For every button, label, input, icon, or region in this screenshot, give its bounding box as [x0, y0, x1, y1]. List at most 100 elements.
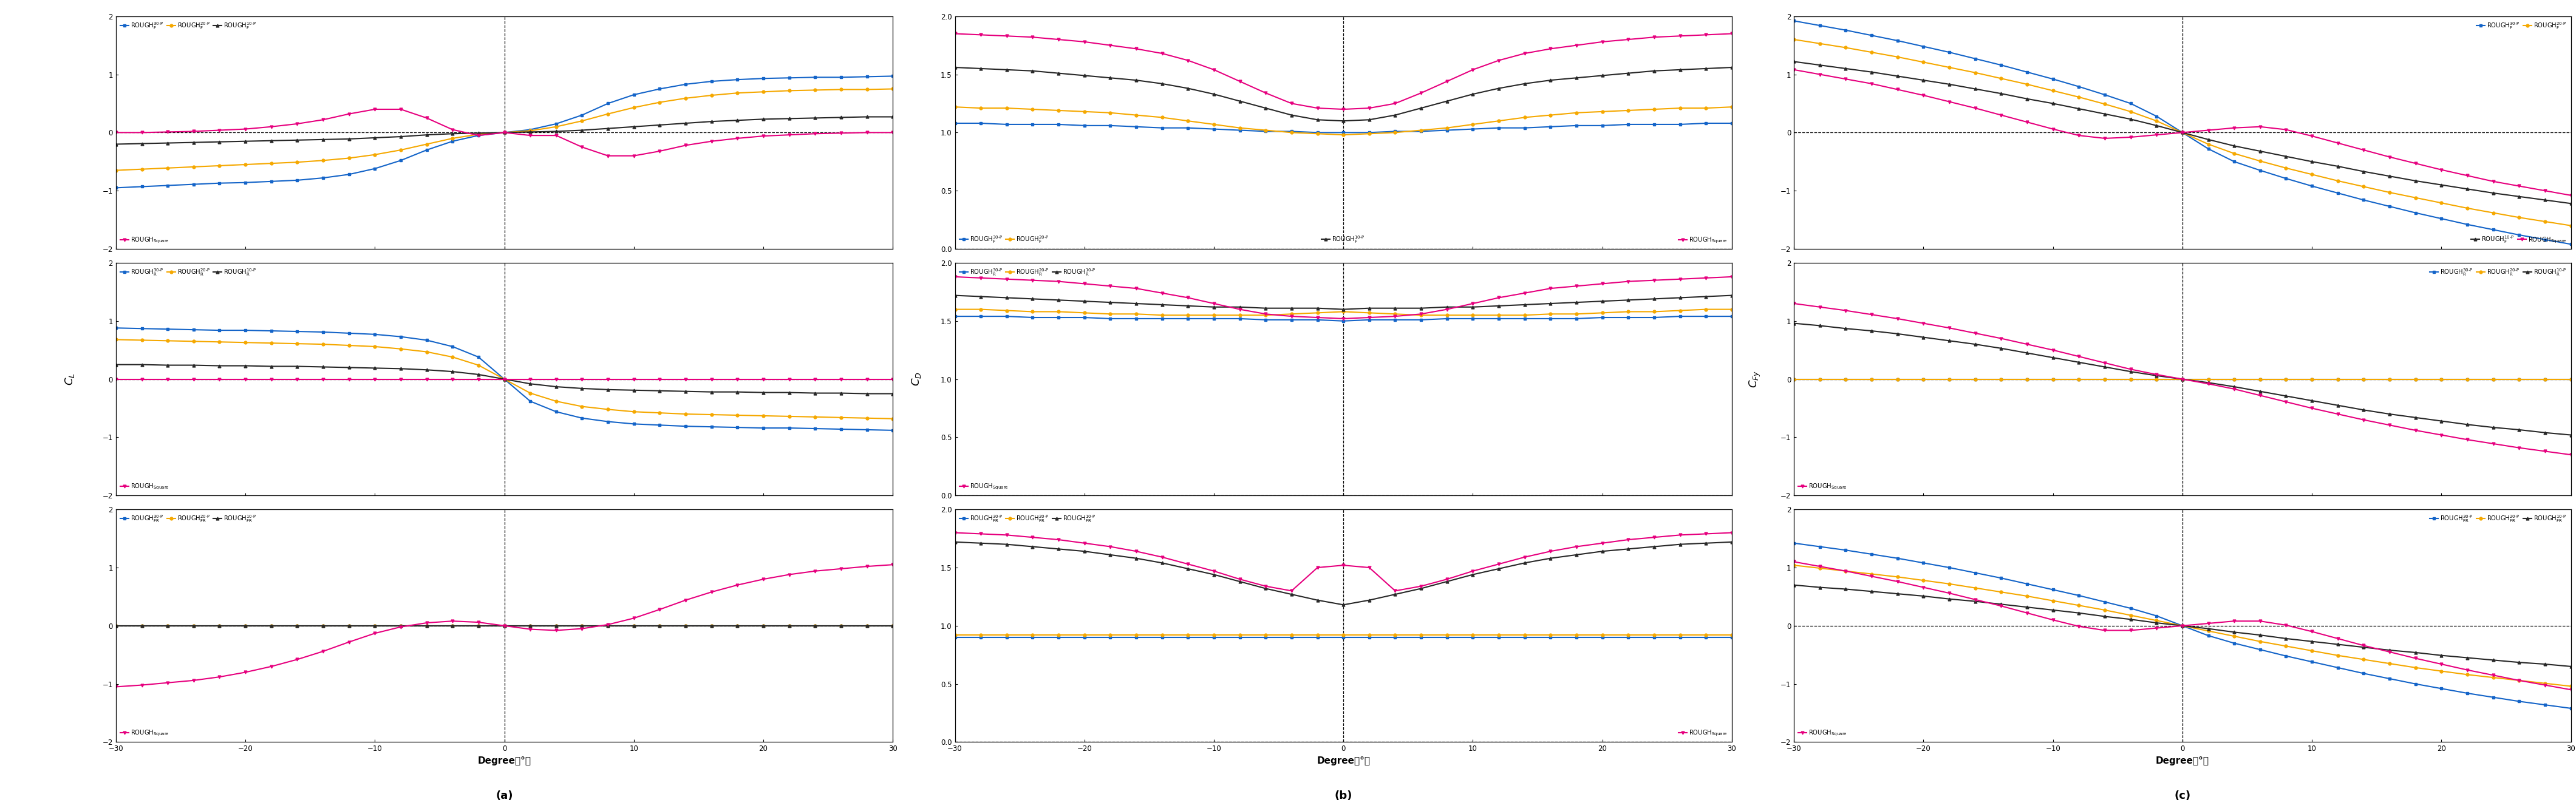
ROUGH$_{\rm F}^{\rm 20\text{-}P}$ [1587, 107, 1618, 117]
ROUGH$_{\rm Square}$ [773, 130, 804, 139]
ROUGH$_{\rm R}^{\rm 10\text{-}P}$ [1587, 296, 1618, 306]
ROUGH$_{\rm FR}^{\rm 20\text{-}P}$ [2089, 605, 2120, 615]
ROUGH$_{\rm F}^{\rm 10\text{-}P}$ [2141, 121, 2172, 131]
ROUGH$_{\rm R}^{\rm 10\text{-}P}$ [2295, 396, 2326, 406]
ROUGH$_{\rm R}^{\rm 10\text{-}P}$ [1857, 326, 1888, 336]
ROUGH$_{\rm Square}$ [1777, 557, 1808, 567]
ROUGH$_{\rm Square}$ [1275, 586, 1306, 596]
ROUGH$_{\rm F}^{\rm 30\text{-}P}$ [307, 173, 337, 182]
ROUGH$_{\rm R}^{\rm 30\text{-}P}$ [1172, 314, 1203, 324]
ROUGH$_{\rm R}^{\rm 30\text{-}P}$ [940, 311, 971, 321]
Line: ROUGH$_{\rm Square}$: ROUGH$_{\rm Square}$ [1793, 68, 2573, 197]
ROUGH$_{\rm F}^{\rm 20\text{-}P}$ [1146, 113, 1177, 122]
ROUGH$_{\rm FR}^{\rm 10\text{-}P}$ [567, 621, 598, 631]
ROUGH$_{\rm Square}$ [126, 374, 157, 384]
ROUGH$_{\rm Square}$ [1803, 561, 1834, 571]
ROUGH$_{\rm R}^{\rm 30\text{-}P}$ [332, 328, 363, 338]
ROUGH$_{\rm R}^{\rm 30\text{-}P}$ [1561, 314, 1592, 324]
ROUGH$_{\rm F}^{\rm 10\text{-}P}$ [307, 135, 337, 144]
ROUGH$_{\rm Square}$ [541, 374, 572, 384]
ROUGH$_{\rm Square}$ [1613, 35, 1643, 45]
ROUGH$_{\rm FR}^{\rm 20\text{-}P}$ [255, 621, 286, 631]
ROUGH$_{\rm F}^{\rm 20\text{-}P}$ [1484, 116, 1515, 126]
ROUGH$_{\rm FR}^{\rm 30\text{-}P}$ [670, 621, 701, 631]
ROUGH$_{\rm F}^{\rm 30\text{-}P}$ [567, 110, 598, 120]
ROUGH$_{\rm R}^{\rm 10\text{-}P}$ [361, 363, 392, 373]
ROUGH$_{\rm R}^{\rm 10\text{-}P}$ [489, 374, 520, 384]
ROUGH$_{\rm F}^{\rm 30\text{-}P}$ [1329, 127, 1360, 137]
ROUGH$_{\rm FR}^{\rm 10\text{-}P}$ [2141, 618, 2172, 628]
ROUGH$_{\rm F}^{\rm 10\text{-}P}$ [1432, 97, 1463, 106]
ROUGH$_{\rm FR}^{\rm 20\text{-}P}$ [2478, 672, 2509, 682]
ROUGH$_{\rm R}^{\rm 30\text{-}P}$ [2478, 374, 2509, 384]
ROUGH$_{\rm Square}$ [2244, 616, 2275, 626]
ROUGH$_{\rm F}^{\rm 10\text{-}P}$ [824, 113, 855, 122]
ROUGH$_{\rm F}^{\rm 10\text{-}P}$ [1935, 79, 1965, 89]
ROUGH$_{\rm FR}^{\rm 10\text{-}P}$ [515, 621, 546, 631]
ROUGH$_{\rm R}^{\rm 30\text{-}P}$ [2530, 374, 2561, 384]
ROUGH$_{\rm Square}$ [1960, 103, 1991, 113]
ROUGH$_{\rm Square}$ [2504, 676, 2535, 685]
ROUGH$_{\rm FR}^{\rm 30\text{-}P}$ [515, 621, 546, 631]
ROUGH$_{\rm FR}^{\rm 30\text{-}P}$ [966, 633, 997, 642]
ROUGH$_{\rm R}^{\rm 10\text{-}P}$ [2218, 382, 2249, 392]
ROUGH$_{\rm R}^{\rm 30\text{-}P}$ [2038, 374, 2069, 384]
ROUGH$_{\rm F}^{\rm 10\text{-}P}$ [2192, 135, 2223, 144]
ROUGH$_{\rm F}^{\rm 10\text{-}P}$ [567, 126, 598, 135]
ROUGH$_{\rm Square}$ [386, 105, 417, 114]
ROUGH$_{\rm Square}$ [966, 273, 997, 283]
Line: ROUGH$_{\rm R}^{\rm 20\text{-}P}$: ROUGH$_{\rm R}^{\rm 20\text{-}P}$ [1793, 378, 2573, 380]
ROUGH$_{\rm R}^{\rm 10\text{-}P}$ [670, 387, 701, 397]
ROUGH$_{\rm FR}^{\rm 20\text{-}P}$ [464, 621, 495, 631]
ROUGH$_{\rm Square}$ [2349, 145, 2380, 155]
ROUGH$_{\rm R}^{\rm 10\text{-}P}$ [567, 384, 598, 393]
ROUGH$_{\rm F}^{\rm 30\text{-}P}$ [2478, 225, 2509, 234]
ROUGH$_{\rm F}^{\rm 30\text{-}P}$ [2324, 188, 2354, 198]
ROUGH$_{\rm Square}$ [992, 530, 1023, 540]
ROUGH$_{\rm R}^{\rm 30\text{-}P}$ [126, 324, 157, 333]
ROUGH$_{\rm F}^{\rm 10\text{-}P}$ [2244, 146, 2275, 156]
ROUGH$_{\rm Square}$ [332, 374, 363, 384]
ROUGH$_{\rm FR}^{\rm 10\text{-}P}$ [2427, 650, 2458, 660]
ROUGH$_{\rm R}^{\rm 20\text{-}P}$ [1018, 307, 1048, 316]
ROUGH$_{\rm F}^{\rm 10\text{-}P}$ [1883, 71, 1914, 81]
ROUGH$_{\rm Square}$ [1535, 284, 1566, 294]
ROUGH$_{\rm R}^{\rm 20\text{-}P}$ [152, 336, 183, 345]
ROUGH$_{\rm Square}$ [412, 618, 443, 628]
ROUGH$_{\rm F}^{\rm 10\text{-}P}$ [438, 129, 469, 139]
ROUGH$_{\rm Square}$ [1121, 284, 1151, 294]
ROUGH$_{\rm F}^{\rm 30\text{-}P}$ [1883, 36, 1914, 45]
ROUGH$_{\rm F}^{\rm 20\text{-}P}$ [1613, 105, 1643, 115]
Line: ROUGH$_{\rm FR}^{\rm 10\text{-}P}$: ROUGH$_{\rm FR}^{\rm 10\text{-}P}$ [953, 540, 1734, 607]
ROUGH$_{\rm FR}^{\rm 30\text{-}P}$ [1986, 573, 2017, 583]
ROUGH$_{\rm FR}^{\rm 10\text{-}P}$ [1832, 584, 1862, 594]
ROUGH$_{\rm FR}^{\rm 30\text{-}P}$ [1043, 633, 1074, 642]
ROUGH$_{\rm F}^{\rm 20\text{-}P}$ [1690, 103, 1721, 113]
ROUGH$_{\rm FR}^{\rm 10\text{-}P}$ [438, 621, 469, 631]
ROUGH$_{\rm F}^{\rm 20\text{-}P}$ [618, 103, 649, 113]
ROUGH$_{\rm FR}^{\rm 30\text{-}P}$ [2452, 689, 2483, 698]
ROUGH$_{\rm Square}$ [2089, 625, 2120, 635]
ROUGH$_{\rm R}^{\rm 10\text{-}P}$ [992, 293, 1023, 303]
ROUGH$_{\rm F}^{\rm 30\text{-}P}$ [1458, 124, 1489, 134]
ROUGH$_{\rm FR}^{\rm 30\text{-}P}$ [940, 633, 971, 642]
ROUGH$_{\rm Square}$ [1355, 312, 1386, 322]
ROUGH$_{\rm F}^{\rm 30\text{-}P}$ [2192, 144, 2223, 154]
Legend: ROUGH$_{\rm F}^{\rm 10\text{-}P}$, ROUGH$_{\rm Square}$: ROUGH$_{\rm F}^{\rm 10\text{-}P}$, ROUGH… [2470, 234, 2568, 246]
ROUGH$_{\rm Square}$ [386, 622, 417, 632]
ROUGH$_{\rm F}^{\rm 30\text{-}P}$ [747, 74, 778, 84]
ROUGH$_{\rm Square}$ [2269, 397, 2300, 406]
ROUGH$_{\rm FR}^{\rm 30\text{-}P}$ [281, 621, 312, 631]
ROUGH$_{\rm F}^{\rm 10\text{-}P}$ [2038, 99, 2069, 109]
ROUGH$_{\rm Square}$ [489, 374, 520, 384]
ROUGH$_{\rm FR}^{\rm 30\text{-}P}$ [1301, 633, 1332, 642]
ROUGH$_{\rm FR}^{\rm 10\text{-}P}$ [592, 621, 623, 631]
ROUGH$_{\rm F}^{\rm 30\text{-}P}$ [1857, 31, 1888, 41]
ROUGH$_{\rm Square}$ [2141, 623, 2172, 633]
ROUGH$_{\rm FR}^{\rm 10\text{-}P}$ [1690, 539, 1721, 548]
ROUGH$_{\rm Square}$ [592, 620, 623, 629]
Text: (b): (b) [1334, 791, 1352, 801]
ROUGH$_{\rm Square}$ [670, 595, 701, 605]
ROUGH$_{\rm FR}^{\rm 10\text{-}P}$ [100, 621, 131, 631]
ROUGH$_{\rm FR}^{\rm 20\text{-}P}$ [696, 621, 726, 631]
